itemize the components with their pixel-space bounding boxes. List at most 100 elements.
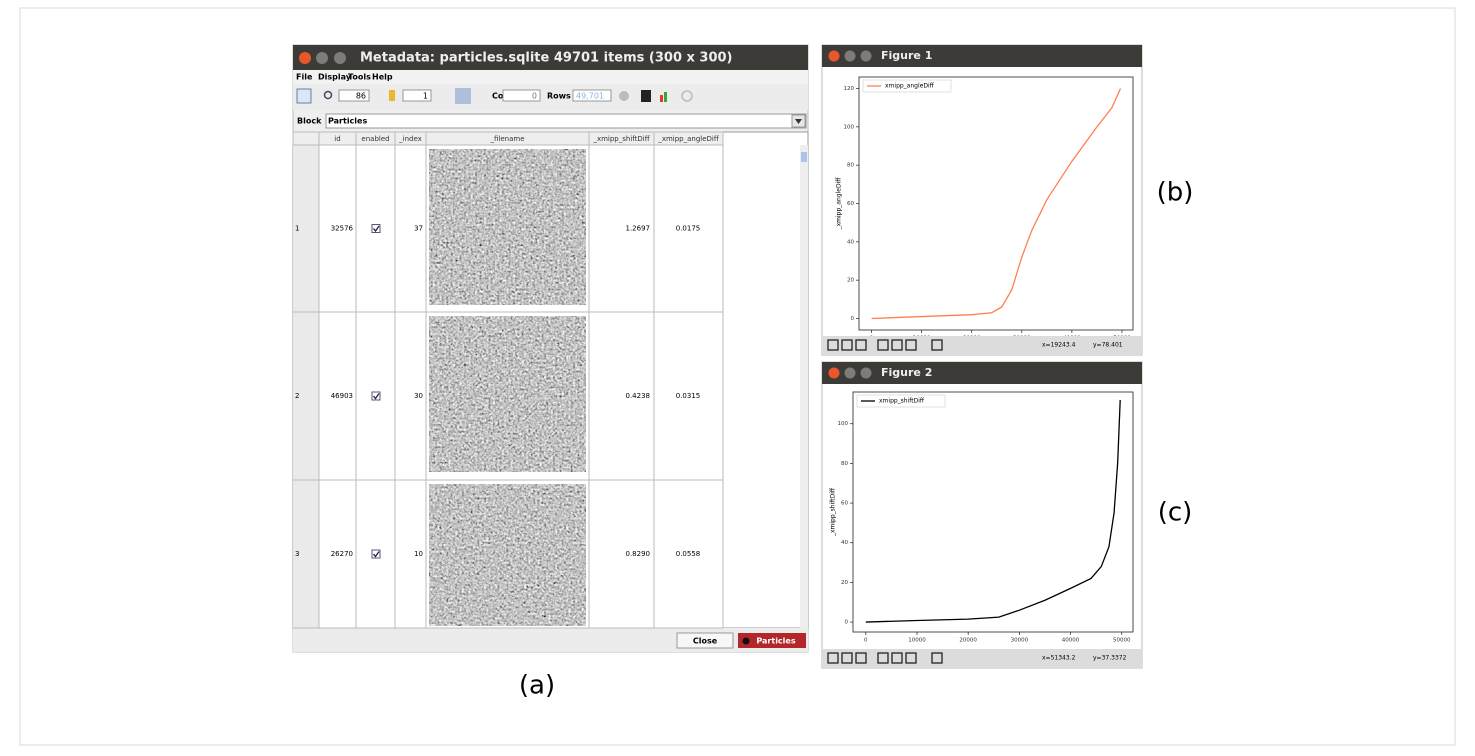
- scroll-thumb[interactable]: [801, 152, 807, 162]
- max-dot[interactable]: [334, 52, 346, 64]
- cell-angle: 0.0315: [676, 392, 701, 400]
- row-header-col: [293, 132, 319, 628]
- axes: [858, 76, 1134, 331]
- y-tick-label: 20: [847, 278, 854, 284]
- toolbar-icon[interactable]: [855, 652, 867, 664]
- figure-window: Figure 2 0 10000 20000 30000 40000 50000 0 20 40 6…: [821, 361, 1143, 669]
- close-button[interactable]: [676, 632, 734, 649]
- close-label: Close: [693, 637, 718, 646]
- window-dot[interactable]: [828, 50, 840, 62]
- metadata-window: Metadata: particles.sqlite 49701 items (…: [292, 44, 809, 653]
- window-dot[interactable]: [828, 367, 840, 379]
- cols-value: 0: [532, 92, 537, 101]
- figure-title-bar: [822, 362, 1142, 384]
- y-axis-label: _xmipp_shiftDiff: [830, 487, 837, 537]
- axes: [852, 391, 1134, 633]
- y-axis-label: _xmipp_angleDiff: [836, 177, 843, 231]
- cell-angle: 0.0558: [676, 550, 701, 558]
- window-dot[interactable]: [844, 367, 856, 379]
- x-tick-label: 10000: [908, 638, 926, 644]
- toolbar-icon[interactable]: [841, 652, 853, 664]
- series-line: [865, 399, 1121, 623]
- toolbar-icon[interactable]: [891, 652, 903, 664]
- menu-item[interactable]: Help: [372, 73, 393, 82]
- toolbar: [293, 84, 808, 110]
- particles-button[interactable]: [738, 633, 806, 648]
- scrollbar[interactable]: [800, 145, 808, 628]
- step-field[interactable]: [402, 89, 432, 102]
- zoom-field[interactable]: [338, 89, 370, 102]
- zoom-value: 86: [356, 92, 366, 101]
- rows-field[interactable]: [572, 89, 612, 102]
- status-x: x=19243.4: [1042, 342, 1076, 349]
- grid-icon[interactable]: [455, 88, 471, 104]
- toolbar-icon[interactable]: [855, 339, 867, 351]
- y-tick-label: 40: [847, 239, 854, 245]
- y-tick-label: 40: [841, 540, 848, 546]
- cols-label: Cols: [492, 92, 511, 101]
- gear-icon[interactable]: [619, 91, 629, 101]
- particle-image: [429, 484, 586, 626]
- zoom-icon: [323, 90, 333, 100]
- series-line: [871, 88, 1122, 320]
- menu-item[interactable]: Tools: [348, 73, 371, 82]
- y-tick-label: 60: [841, 501, 848, 507]
- column-header: _xmipp_angleDiff: [657, 135, 719, 143]
- refresh-icon[interactable]: [681, 90, 693, 102]
- toolbar-icon[interactable]: [827, 339, 839, 351]
- toolbar-icon[interactable]: [891, 339, 903, 351]
- y-tick-label: 60: [847, 201, 854, 207]
- checkbox[interactable]: [371, 224, 381, 233]
- column-header: id: [334, 135, 340, 143]
- y-tick-label: 100: [844, 124, 855, 130]
- y-tick-label: 80: [841, 461, 848, 467]
- cell-shift: 1.2697: [626, 225, 651, 233]
- plot-icon-a[interactable]: [660, 95, 663, 102]
- window-dot[interactable]: [844, 50, 856, 62]
- toolbar-icon[interactable]: [905, 339, 917, 351]
- find-icon[interactable]: [641, 90, 651, 102]
- title-bar: [293, 45, 808, 70]
- cell-id: 26270: [331, 550, 353, 558]
- toolbar-icon[interactable]: [877, 339, 889, 351]
- y-tick-label: 120: [844, 86, 855, 92]
- window-dot[interactable]: [860, 367, 872, 379]
- toolbar-icon[interactable]: [827, 652, 839, 664]
- step-icon: [389, 90, 395, 101]
- arrow-glyph: [795, 119, 802, 124]
- column-header: enabled: [361, 135, 389, 143]
- panel-label: (a): [519, 671, 555, 701]
- toolbar-icon[interactable]: [841, 339, 853, 351]
- block-label: Block: [297, 117, 322, 126]
- toolbar-icon[interactable]: [931, 339, 943, 351]
- toolbar-icon[interactable]: [877, 652, 889, 664]
- x-tick-label: 0: [864, 638, 868, 644]
- x-tick-label: 50000: [1113, 638, 1131, 644]
- cols-field[interactable]: [502, 89, 541, 102]
- toolbar-icon[interactable]: [931, 652, 943, 664]
- checkbox[interactable]: [371, 391, 381, 401]
- toolbar-icon[interactable]: [905, 652, 917, 664]
- window-dot[interactable]: [860, 50, 872, 62]
- min-dot[interactable]: [316, 52, 328, 64]
- block-combo[interactable]: [325, 113, 807, 129]
- legend-box: [862, 79, 952, 93]
- cell-id: 46903: [331, 392, 353, 400]
- menu-item[interactable]: Display: [318, 73, 352, 82]
- column-header: _xmipp_shiftDiff: [592, 135, 649, 143]
- row-number: 3: [295, 550, 299, 558]
- menu-item[interactable]: File: [296, 73, 313, 82]
- plot-icon-b[interactable]: [664, 92, 667, 102]
- x-tick-label: 40000: [1062, 638, 1080, 644]
- particle-image: [429, 316, 586, 472]
- step-value: 1: [423, 92, 428, 101]
- close-dot[interactable]: [299, 52, 311, 64]
- cell-index: 10: [414, 550, 423, 558]
- cell-angle: 0.0175: [676, 225, 701, 233]
- panel-label: (b): [1157, 178, 1194, 208]
- checkbox[interactable]: [371, 549, 381, 559]
- status-y: y=37.3372: [1093, 655, 1127, 662]
- list-icon[interactable]: [296, 88, 312, 104]
